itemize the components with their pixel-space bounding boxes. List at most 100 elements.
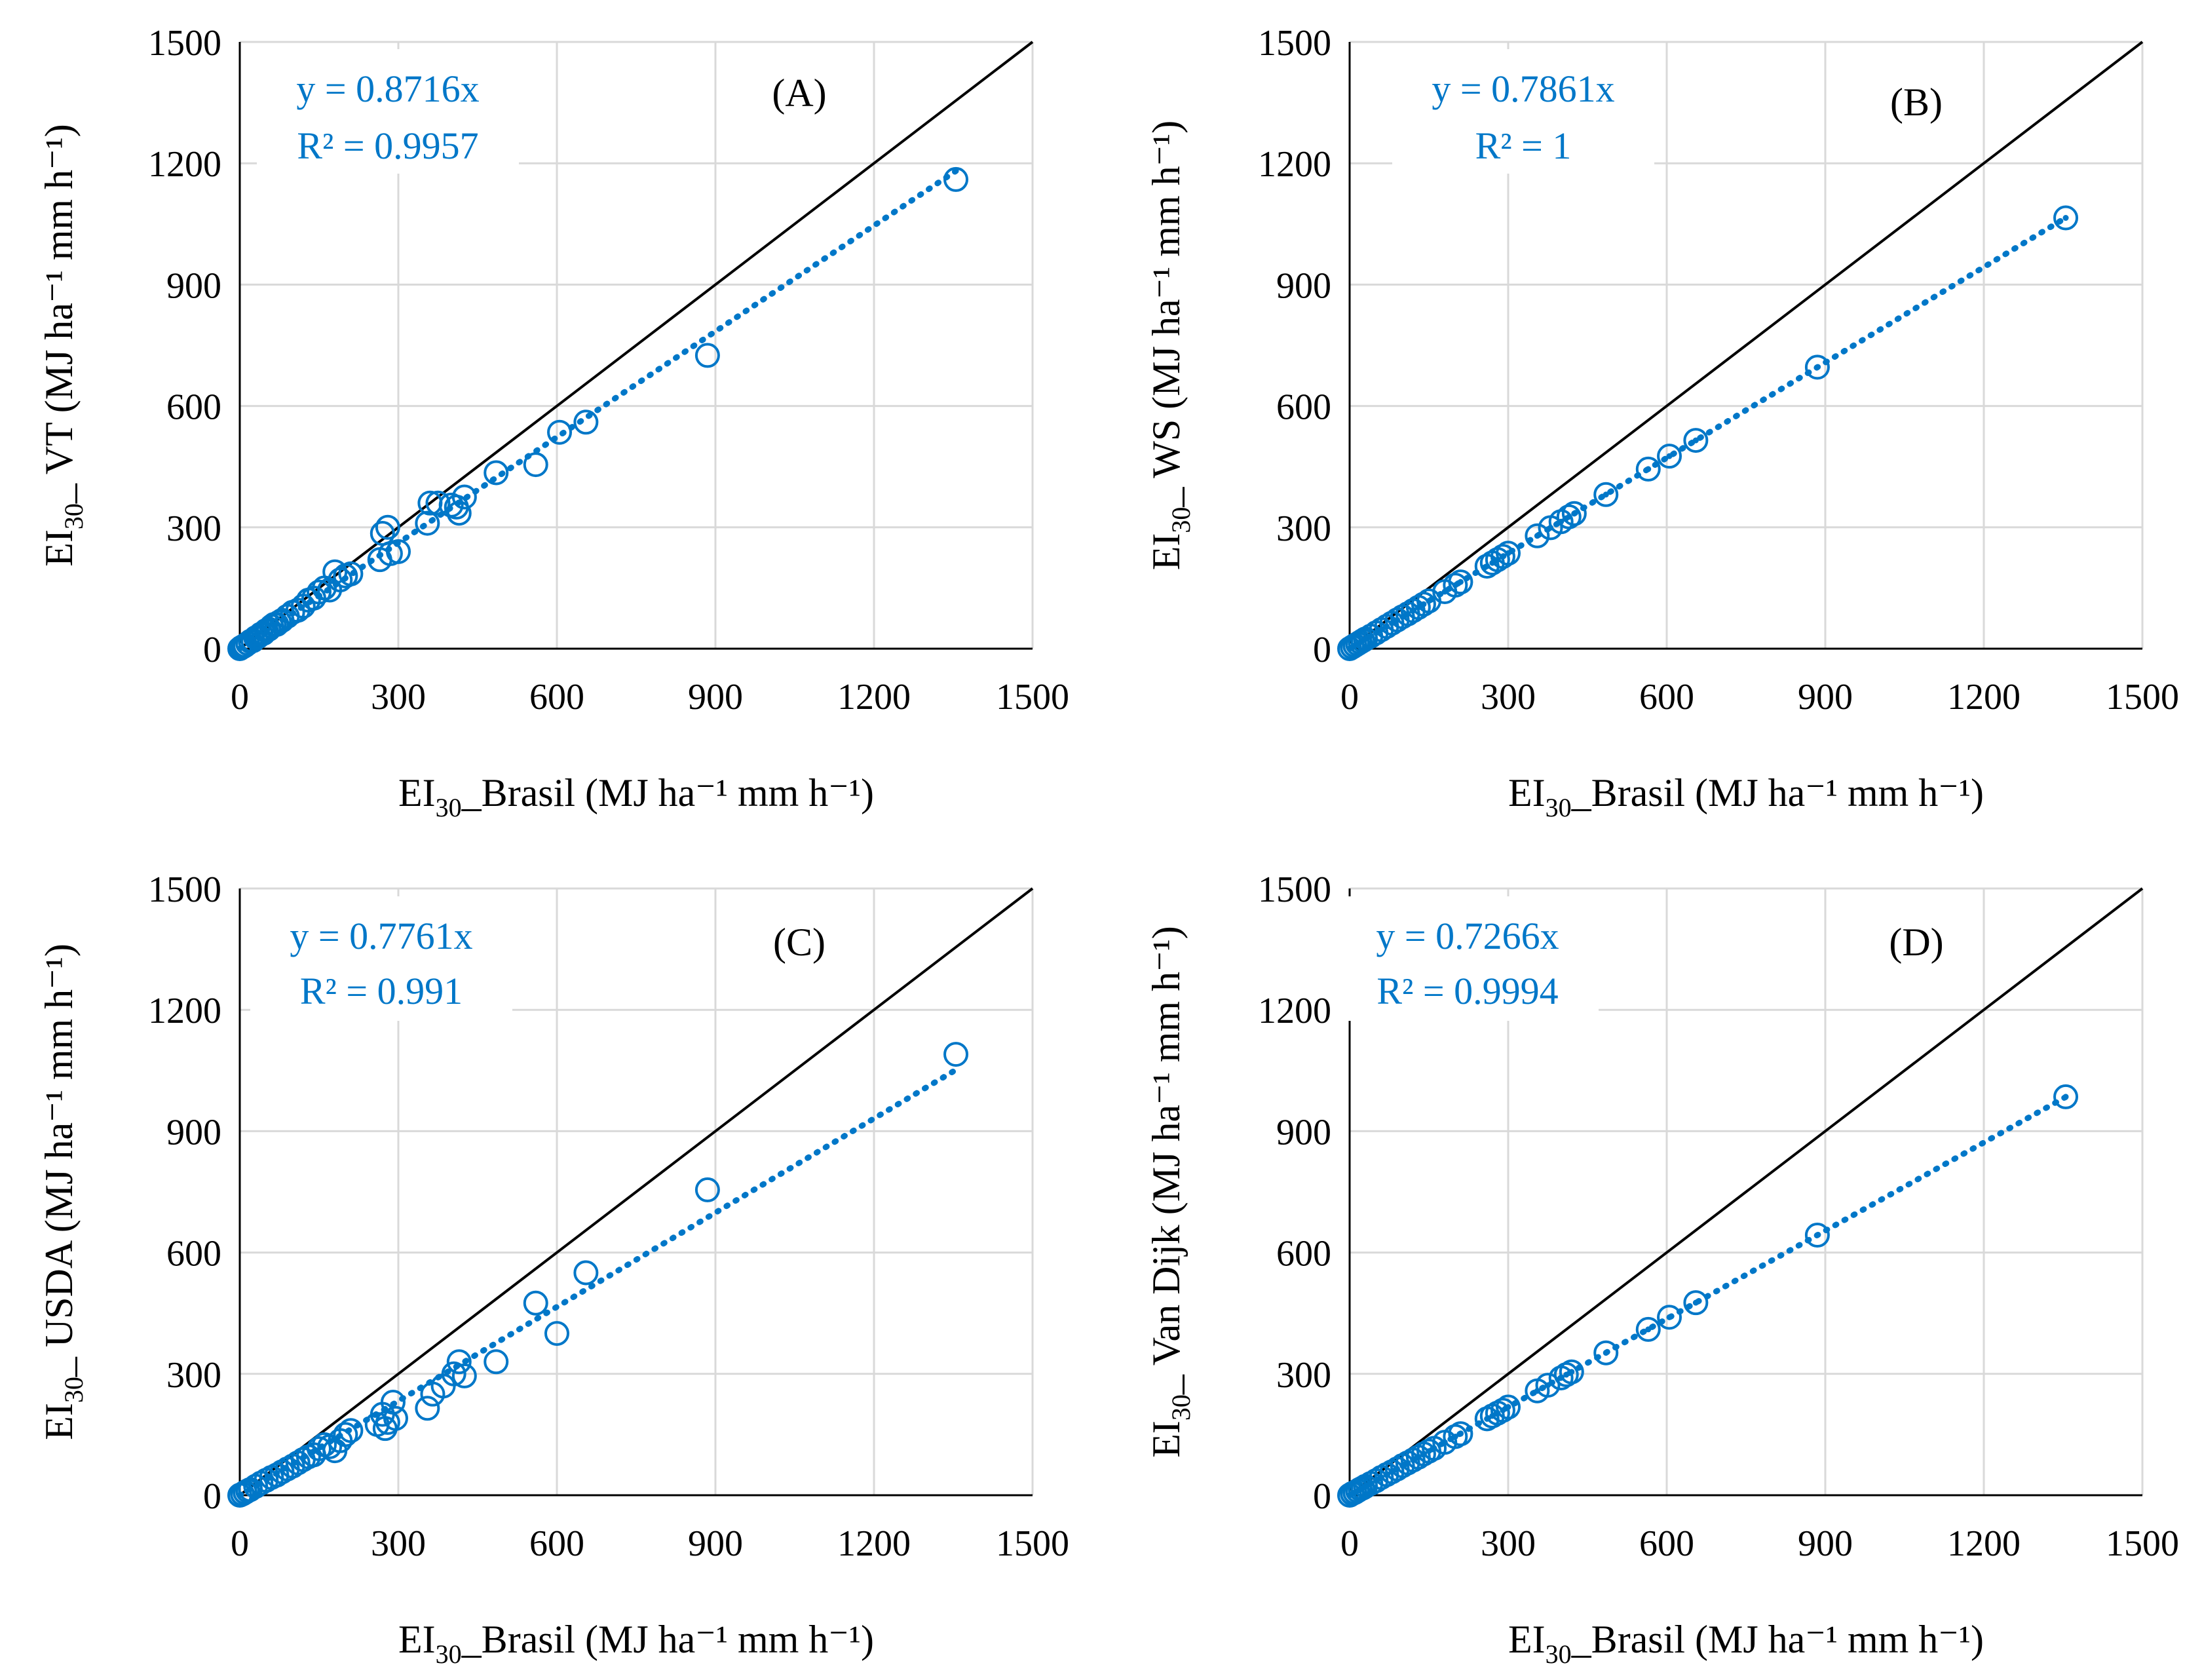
data-point xyxy=(523,452,548,478)
x-axis-label-prefix: EI xyxy=(398,771,436,814)
data-point xyxy=(1411,592,1436,617)
y-axis-label-prefix: EI xyxy=(37,529,81,567)
equation-box xyxy=(250,896,512,1021)
data-point xyxy=(573,410,599,435)
chart-panel-b: 0 300 600 900 1200 1500 0 300 600 900 1200 1500 y = … xyxy=(1145,23,2179,822)
data-point xyxy=(484,460,509,486)
data-point xyxy=(544,1321,569,1346)
r-squared-label: R² = 0.9957 xyxy=(297,124,478,167)
x-axis-label-rest: _Brasil (MJ ha⁻¹ mm h⁻¹) xyxy=(1571,1618,1984,1661)
data-point-dot xyxy=(1500,1407,1506,1413)
x-axis-label-rest: _Brasil (MJ ha⁻¹ mm h⁻¹) xyxy=(461,1618,874,1661)
chart-panel-c: 0 300 600 900 1200 1500 0 300 600 900 1200 1500 y = … xyxy=(37,869,1069,1669)
x-tick-label: 600 xyxy=(1639,677,1694,717)
y-tick-label: 600 xyxy=(1276,387,1331,428)
r-squared-label: R² = 1 xyxy=(1475,124,1572,167)
data-point xyxy=(1593,482,1619,507)
data-point xyxy=(943,1042,969,1067)
data-point xyxy=(1657,1305,1682,1330)
data-point xyxy=(1559,1359,1584,1384)
data-point xyxy=(1496,1394,1521,1420)
data-point xyxy=(338,561,364,586)
data-point xyxy=(573,1260,599,1286)
one-to-one-line xyxy=(238,887,1034,1497)
y-tick-label: 0 xyxy=(203,1476,221,1517)
data-point xyxy=(1490,1398,1515,1423)
data-point xyxy=(1556,504,1582,529)
x-axis-label: EI30_Brasil (MJ ha⁻¹ mm h⁻¹) xyxy=(1508,771,1984,822)
data-point xyxy=(1535,1373,1561,1398)
y-axis-label: EI30_ USDA (MJ ha⁻¹ mm h⁻¹) xyxy=(37,944,88,1440)
data-point-dot xyxy=(1666,1314,1673,1320)
x-tick-label: 1500 xyxy=(996,677,1069,717)
data-point xyxy=(1593,1340,1619,1365)
one-to-one-line xyxy=(238,41,1034,650)
data-point xyxy=(547,419,573,445)
y-tick-label: 0 xyxy=(1313,630,1331,670)
x-tick-label: 300 xyxy=(1481,677,1536,717)
y-tick-label: 1200 xyxy=(1258,991,1331,1031)
data-point-dot xyxy=(1666,453,1673,459)
y-tick-label: 600 xyxy=(166,1234,221,1274)
x-tick-label: 900 xyxy=(1798,1523,1853,1564)
x-axis-label-prefix: EI xyxy=(1508,1618,1546,1661)
panel-letter: (B) xyxy=(1890,81,1943,124)
data-point-dot xyxy=(1566,514,1572,520)
equation-box xyxy=(1337,896,1599,1021)
y-tick-label: 900 xyxy=(166,1112,221,1153)
x-tick-label: 300 xyxy=(1481,1523,1536,1564)
data-point xyxy=(451,484,477,510)
data-point xyxy=(1490,544,1515,569)
y-tick-label: 1200 xyxy=(148,144,221,185)
data-point xyxy=(383,1405,408,1431)
data-point xyxy=(307,1436,332,1462)
data-point xyxy=(2053,205,2079,231)
data-point xyxy=(1496,541,1521,566)
x-axis-label: EI30_Brasil (MJ ha⁻¹ mm h⁻¹) xyxy=(398,1618,874,1669)
data-point xyxy=(1683,1290,1709,1316)
x-tick-label: 1200 xyxy=(837,677,911,717)
r-squared-label: R² = 0.9994 xyxy=(1376,970,1558,1012)
x-tick-label: 900 xyxy=(1798,677,1853,717)
chart-panel-d: 0 300 600 900 1200 1500 0 300 600 900 1200 1500 y = … xyxy=(1145,869,2179,1669)
y-tick-label: 0 xyxy=(203,630,221,670)
y-tick-label: 300 xyxy=(166,508,221,549)
y-axis-label-subscript: 30 xyxy=(59,1377,88,1403)
data-point xyxy=(1635,456,1661,482)
equation-label: y = 0.8716x xyxy=(296,67,479,110)
y-axis-label-prefix: EI xyxy=(1145,1421,1188,1458)
data-point-dot xyxy=(1645,466,1652,472)
data-point-dot xyxy=(1457,579,1464,585)
data-point xyxy=(1635,1316,1661,1342)
data-point xyxy=(1804,1223,1830,1248)
data-point xyxy=(1443,573,1468,598)
y-tick-label: 900 xyxy=(1276,265,1331,306)
y-axis-label-rest: _ VT (MJ ha⁻¹ mm h⁻¹) xyxy=(37,124,81,504)
x-tick-label: 900 xyxy=(688,1523,743,1564)
data-point xyxy=(386,539,411,564)
x-tick-label: 0 xyxy=(1340,1523,1359,1564)
data-point xyxy=(375,514,400,540)
data-point xyxy=(1804,354,1830,380)
y-tick-label: 1500 xyxy=(148,869,221,910)
data-point-dot xyxy=(1563,1371,1570,1378)
panel-letter: (A) xyxy=(772,71,826,115)
trendline xyxy=(1346,1094,2069,1499)
trendline xyxy=(237,168,959,652)
panel-letter: (C) xyxy=(773,921,826,964)
x-tick-label: 0 xyxy=(231,1523,249,1564)
x-tick-label: 1200 xyxy=(1947,677,2021,717)
x-tick-label: 600 xyxy=(529,1523,584,1564)
data-point xyxy=(694,1177,720,1202)
data-point xyxy=(307,579,332,605)
data-point xyxy=(446,501,472,526)
data-point-dot xyxy=(1457,1430,1464,1437)
panel-letter: (D) xyxy=(1889,921,1943,964)
x-axis-label-prefix: EI xyxy=(1508,771,1546,814)
y-tick-label: 300 xyxy=(1276,1355,1331,1396)
data-point-dot xyxy=(1603,491,1609,498)
data-point xyxy=(484,1349,509,1375)
data-point xyxy=(943,166,969,192)
equation-label: y = 0.7861x xyxy=(1432,67,1614,110)
